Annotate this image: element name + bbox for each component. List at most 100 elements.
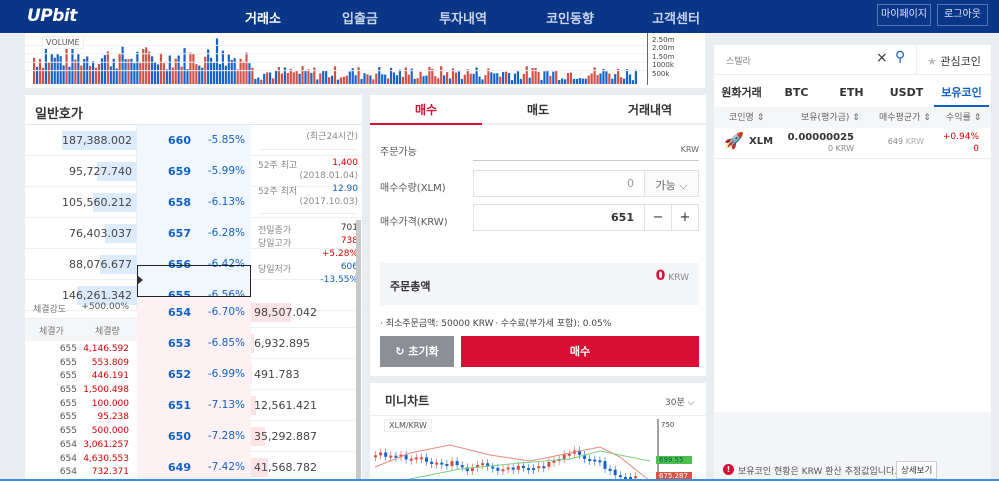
ask-change: -5.85% [207,134,245,146]
trade-volume: 100.000 [91,398,129,409]
coin-hold: 0.00000025 [787,132,854,143]
trade-volume: 446.191 [91,371,129,382]
ask-row[interactable]: 105,560.212 658 -6.13% [25,187,362,218]
ask-row[interactable]: 187,388.002 660 -5.85% [25,125,362,156]
tab-usdt[interactable]: USDT [889,86,924,99]
price-plus-button[interactable]: + [671,204,699,231]
available-label: 주문가능 [380,147,417,158]
coin-rate-amount: 0 [973,144,979,154]
price-input[interactable]: 651 [473,204,645,231]
volume-bar [617,68,620,84]
tab-eth[interactable]: ETH [839,86,864,99]
price-minus-button[interactable]: − [644,204,672,231]
favorites-button[interactable]: ★ 관심코인 [916,45,991,75]
volume-bar [457,71,460,84]
clear-icon[interactable]: × [876,50,888,66]
volume-bar [100,58,104,84]
volume-bar [80,65,83,84]
bid-row[interactable]: 649 -7.42% 41,568.782 [137,452,358,481]
bid-row[interactable]: 651 -7.13% 12,561.421 [137,390,358,421]
volume-bar [336,79,340,84]
day-low-value: 606 [340,262,358,272]
bid-row[interactable]: 652 -6.99% 491.783 [137,359,358,390]
tab-btc[interactable]: BTC [784,86,809,99]
tab-krw[interactable]: 원화거래 [721,86,762,99]
alert-icon: ! [723,464,734,475]
mini-chart-title: 미니차트 [385,394,430,408]
nav-support[interactable]: 고객센터 [652,12,700,27]
volume-bar [118,53,121,84]
volume-bar [357,67,360,84]
bid-change: -6.85% [207,337,245,349]
candle [399,454,403,458]
price-label: 매수가격(KRW) [380,217,448,228]
ask-volume: 88,076.677 [69,258,132,271]
nav-investments[interactable]: 투자내역 [439,12,487,27]
col-avg-price[interactable]: 매수평균가 ⇕ [879,113,931,123]
tab-holdings[interactable]: 보유코인 [934,79,989,107]
volume-bar [325,70,328,84]
volume-bar [434,76,437,84]
volume-bar [183,48,186,84]
bid-price: 651 [168,399,191,412]
orderbook-scrollbar[interactable] [356,220,361,481]
nav-exchange[interactable]: 거래소 [245,12,281,27]
volume-bar [168,55,171,84]
nav-deposit[interactable]: 입출금 [342,12,378,27]
trade-price: 655 [59,398,77,409]
bid-row[interactable]: 650 -7.28% 35,292.887 [137,421,358,452]
ask-volume: 187,388.002 [62,134,132,147]
ask-row[interactable]: 95,727.740 659 -5.99% [25,156,362,187]
volume-bar [519,78,522,84]
search-icon[interactable]: ⚲ [895,49,906,65]
favorites-label: 관심코인 [940,55,981,68]
volume-bar [451,68,455,84]
ask-row[interactable]: 88,076.677 656 -6.42% [25,249,362,280]
logout-button[interactable]: 로그아웃 [937,4,988,26]
detail-button[interactable]: 상세보기 [896,461,938,479]
mypage-button[interactable]: 마이페이지 [877,4,931,26]
bid-row[interactable]: 653 -6.85% 6,932.895 [137,328,358,359]
volume-bar [401,76,404,84]
volume-bar [41,67,45,84]
interval-select[interactable]: 30분 ⌵ [665,395,694,408]
tab-history[interactable]: 거래내역 [594,95,706,125]
trade-price: 654 [59,453,77,464]
tab-buy[interactable]: 매수 [370,95,482,125]
prev-close-value: 701 [340,223,358,233]
col-return[interactable]: 수익률 ⇕ [946,113,982,123]
bid-change: -7.42% [207,461,245,473]
ask-volume: 76,403.037 [69,227,132,240]
day-high-value: 738 [340,236,358,246]
volume-bar [404,67,407,84]
coin-row-xlm[interactable]: 🚀 XLM 0.00000025 0 KRW 649 KRW +0.94% 0 [714,128,991,159]
volume-bar [558,79,561,84]
col-holding[interactable]: 보유(평가금) ⇕ [801,113,860,123]
upbit-logo[interactable]: UPbit [27,6,77,26]
trade-row: 655 500.000 [25,426,137,440]
volume-bar [277,67,281,84]
coin-search-input[interactable]: 스텔라 × ⚲ [714,45,916,75]
volume-bar [180,66,183,84]
qty-input[interactable]: 0 [473,170,645,197]
nav-coin-trends[interactable]: 코인동향 [546,12,594,27]
bid-row[interactable]: 654 -6.70% 98,507.042 [137,297,358,328]
volume-bar [307,69,310,84]
volume-chart: VOLUME 2.50m 2.00m 1.50m 1000k 500k [25,33,705,88]
volume-bar [103,55,106,84]
buy-button[interactable]: 매수 [461,336,699,367]
volume-bar [348,71,351,84]
volume-bar [454,72,458,84]
high52-label: 52주 최고 [258,161,298,171]
candle [491,466,495,469]
candle [460,465,464,468]
col-coin-name[interactable]: 코인명 ⇕ [729,113,765,123]
ask-row[interactable]: 76,403.037 657 -6.28% [25,218,362,249]
qty-select[interactable]: 가능 ⌵ [644,170,699,197]
volume-bar [631,80,635,84]
volume-bar [531,68,534,84]
prev-close-label: 전일종가 [258,226,292,236]
mini-chart-panel: 미니차트 30분 ⌵ XLM/KRW 750 699.55 675.287 [370,383,706,481]
tab-sell[interactable]: 매도 [482,95,594,125]
reset-button[interactable]: ↻ 초기화 [380,336,454,367]
